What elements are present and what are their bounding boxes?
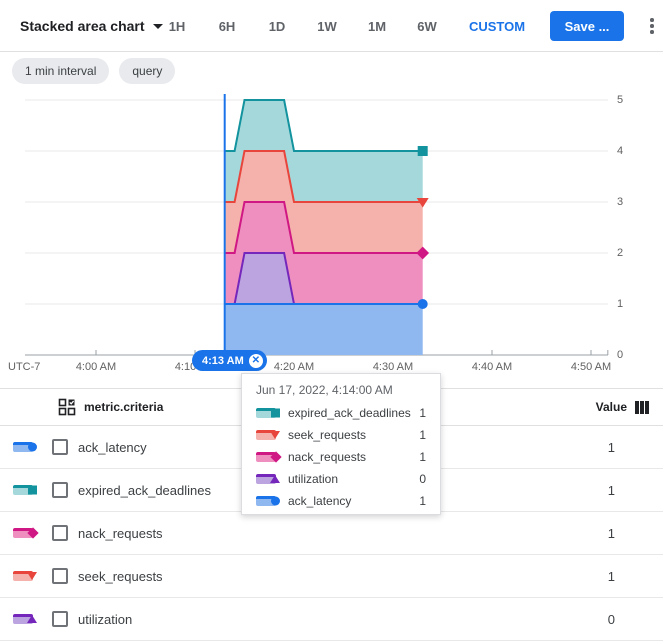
row-checkbox[interactable] — [52, 482, 68, 498]
value-column-header: Value — [595, 400, 627, 414]
tooltip-row: ack_latency 1 — [256, 490, 426, 512]
tooltip-series-value: 0 — [419, 472, 426, 486]
tooltip-row: expired_ack_deadlines 1 — [256, 402, 426, 424]
table-row[interactable]: seek_requests 1 — [0, 555, 663, 598]
metric-value: 1 — [607, 568, 615, 584]
y-axis-label: 0 — [617, 349, 624, 361]
row-checkbox[interactable] — [52, 568, 68, 584]
x-axis-label: 4:30 AM — [372, 361, 414, 373]
tooltip-series-name: ack_latency — [288, 494, 352, 508]
timezone-label: UTC-7 — [8, 361, 41, 373]
tooltip-row: seek_requests 1 — [256, 424, 426, 446]
save-button[interactable]: Save ... — [550, 11, 624, 41]
series-swatch-expired-ack-deadlines — [256, 407, 280, 419]
more-options-icon[interactable] — [645, 16, 659, 36]
tooltip-series-value: 1 — [419, 406, 426, 420]
metric-value: 1 — [607, 482, 615, 498]
toolbar: Stacked area chart 1H 6H 1D 1W 1M 6W CUS… — [0, 0, 663, 52]
table-row[interactable]: nack_requests 1 — [0, 512, 663, 555]
tooltip-series-value: 1 — [419, 450, 426, 464]
range-6w-button[interactable]: 6W — [410, 19, 444, 34]
selected-time-label: 4:13 AM — [202, 354, 244, 367]
series-swatch-nack-requests — [256, 451, 282, 463]
tooltip-series-name: expired_ack_deadlines — [288, 406, 411, 420]
time-range-buttons: 1H 6H 1D 1W 1M 6W CUSTOM — [160, 0, 530, 52]
series-swatch-expired-ack-deadlines — [13, 484, 37, 496]
select-columns-icon[interactable] — [58, 398, 76, 416]
metric-value: 1 — [607, 525, 615, 541]
series-swatch-utilization — [13, 613, 37, 625]
stacked-area-chart[interactable] — [0, 90, 663, 378]
tooltip-row: nack_requests 1 — [256, 446, 426, 468]
series-swatch-utilization — [256, 473, 280, 485]
query-chip[interactable]: query — [119, 58, 176, 84]
series-swatch-seek-requests — [13, 570, 37, 582]
y-axis-label: 5 — [617, 94, 624, 106]
x-axis-label: 4:00 AM — [75, 361, 117, 373]
range-1w-button[interactable]: 1W — [310, 19, 344, 34]
range-1h-button[interactable]: 1H — [160, 19, 194, 34]
chart-type-dropdown[interactable]: Stacked area chart — [20, 0, 163, 52]
row-checkbox[interactable] — [52, 611, 68, 627]
filter-chips: 1 min interval query — [12, 58, 176, 84]
tooltip-series-value: 1 — [419, 428, 426, 442]
y-axis-label: 2 — [617, 247, 624, 259]
metric-value: 1 — [607, 439, 615, 455]
selected-time-pill[interactable]: 4:13 AM ✕ — [192, 350, 267, 371]
series-swatch-nack-requests — [13, 527, 39, 539]
chart-type-label: Stacked area chart — [20, 18, 145, 34]
range-1m-button[interactable]: 1M — [360, 19, 394, 34]
tooltip-series-name: seek_requests — [288, 428, 367, 442]
metric-value: 0 — [607, 611, 615, 627]
tooltip-series-name: nack_requests — [288, 450, 367, 464]
row-checkbox[interactable] — [52, 525, 68, 541]
y-axis-label: 4 — [617, 145, 624, 157]
row-checkbox[interactable] — [52, 439, 68, 455]
y-axis-label: 3 — [617, 196, 624, 208]
metric-name: nack_requests — [78, 525, 163, 541]
metric-name: seek_requests — [78, 568, 163, 584]
x-axis-label: 4:50 AM — [570, 361, 612, 373]
x-axis-label: 4:40 AM — [471, 361, 513, 373]
series-swatch-ack-latency — [13, 441, 37, 453]
tooltip-series-name: utilization — [288, 472, 339, 486]
table-row[interactable]: utilization 0 — [0, 598, 663, 641]
range-custom-button[interactable]: CUSTOM — [464, 19, 530, 34]
metric-column-header: metric.criteria — [84, 400, 164, 414]
tooltip-series-value: 1 — [419, 494, 426, 508]
metric-name: utilization — [78, 611, 133, 627]
chart-tooltip: Jun 17, 2022, 4:14:00 AM expired_ack_dea… — [241, 373, 441, 515]
range-1d-button[interactable]: 1D — [260, 19, 294, 34]
x-axis-label: 4:20 AM — [273, 361, 315, 373]
tooltip-row: utilization 0 — [256, 468, 426, 490]
chevron-down-icon — [152, 23, 163, 29]
range-6h-button[interactable]: 6H — [210, 19, 244, 34]
column-display-icon[interactable] — [635, 401, 649, 415]
y-axis-label: 1 — [617, 298, 624, 310]
series-swatch-ack-latency — [256, 495, 280, 507]
clear-time-selection-icon[interactable]: ✕ — [248, 353, 263, 368]
tooltip-timestamp: Jun 17, 2022, 4:14:00 AM — [256, 383, 393, 397]
interval-chip[interactable]: 1 min interval — [12, 58, 110, 84]
metric-name: expired_ack_deadlines — [78, 482, 211, 498]
series-swatch-seek-requests — [256, 429, 280, 441]
metric-name: ack_latency — [78, 439, 147, 455]
